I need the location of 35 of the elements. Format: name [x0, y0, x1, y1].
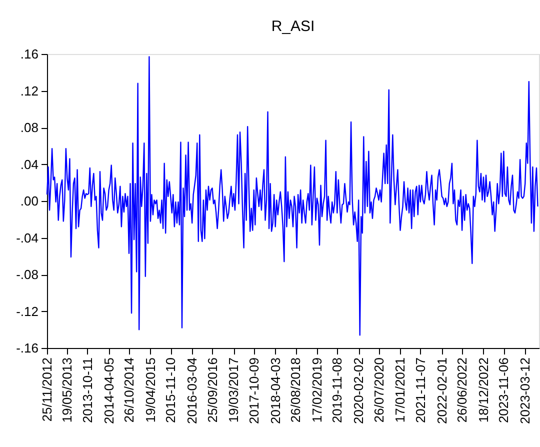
x-tick-label: 19/04/2015 — [142, 358, 158, 423]
x-tick-label: 2013-10-11 — [80, 358, 95, 424]
x-tick-label: 2023-11-06 — [496, 358, 512, 424]
x-tick-label: 17/01/2021 — [392, 358, 408, 423]
y-tick-label: -.12 — [16, 304, 38, 319]
x-tick-label: 25/11/2012 — [40, 358, 54, 422]
x-tick-label: 2019-11-08 — [330, 358, 345, 424]
x-tick-label: 26/10/2014 — [122, 358, 136, 423]
x-tick-label: 2022-02-01 — [434, 358, 450, 424]
y-tick-label: -.08 — [16, 267, 38, 282]
y-tick-label: -.16 — [16, 340, 38, 356]
x-tick-label: 2015-11-10 — [163, 358, 178, 424]
chart-title: R_ASI — [271, 18, 315, 35]
y-tick-label: .04 — [20, 156, 38, 172]
x-tick-label: 2014-04-05 — [101, 358, 116, 424]
line-series — [46, 56, 538, 336]
x-tick-label: 26/08/2018 — [288, 358, 304, 423]
x-tick-label: 19/05/2013 — [60, 358, 75, 423]
x-tick-label: 2020-02-02 — [351, 358, 366, 424]
x-tick-label: 25/09/2016 — [204, 358, 220, 423]
x-tick-label: 19/03/2017 — [226, 358, 242, 423]
x-tick-label: 2018-04-03 — [268, 358, 283, 424]
y-tick-label: .12 — [20, 83, 38, 98]
x-tick-label: 18/12/2022 — [476, 358, 491, 423]
x-tick-label: 17/02/2019 — [309, 358, 324, 423]
x-tick-label: 26/06/2022 — [454, 358, 470, 423]
x-tick-label: 2016-03-04 — [184, 358, 200, 424]
y-tick-label: .16 — [20, 46, 38, 62]
x-tick-label: 2023-03-12 — [518, 358, 533, 424]
x-tick-label: 2021-11-07 — [412, 358, 428, 424]
y-tick-label: .00 — [20, 194, 38, 208]
x-tick-label: 2017-10-09 — [246, 358, 262, 424]
y-tick-label: -.04 — [16, 230, 38, 246]
y-tick-label: .08 — [20, 120, 38, 135]
x-tick-label: 26/07/2020 — [371, 358, 386, 423]
